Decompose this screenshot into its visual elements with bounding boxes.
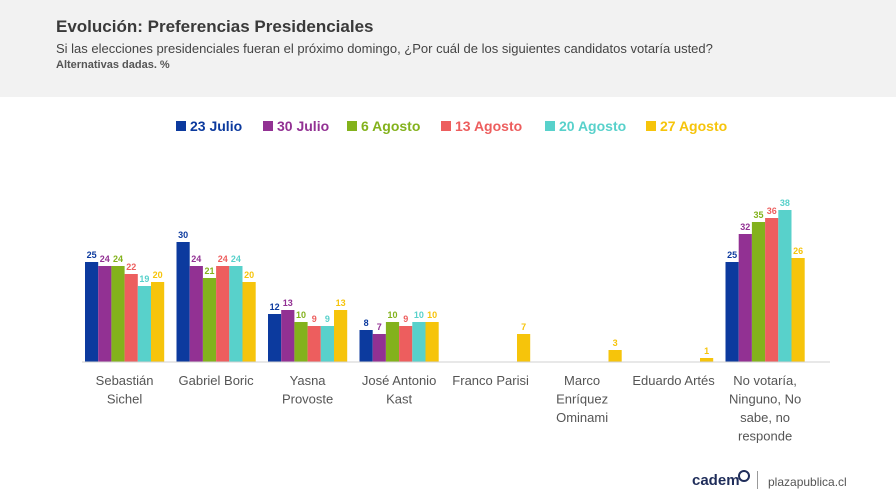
data-label-2-2: 10 bbox=[296, 310, 306, 320]
page-title: Evolución: Preferencias Presidenciales bbox=[56, 17, 374, 36]
data-label-1-2: 21 bbox=[204, 266, 214, 276]
x-tick-labels: Sebastián Sichel Gabriel Boric Yasna Provost… bbox=[96, 373, 802, 444]
bar-2-3 bbox=[307, 326, 321, 362]
data-label-0-5: 20 bbox=[153, 270, 163, 280]
bar-2-4 bbox=[320, 326, 334, 362]
data-label-3-1: 7 bbox=[377, 322, 382, 332]
bar-0-2 bbox=[111, 266, 125, 362]
x-tick-label-6: Eduardo Artés bbox=[632, 373, 715, 388]
data-label-2-1: 13 bbox=[283, 298, 293, 308]
data-label-6-5: 1 bbox=[704, 346, 709, 356]
bar-7-3 bbox=[765, 218, 779, 362]
page-subtitle: Si las elecciones presidenciales fueran … bbox=[56, 41, 713, 56]
bar-2-0 bbox=[268, 314, 282, 362]
bar-4-5 bbox=[517, 334, 531, 362]
footer-divider bbox=[757, 471, 758, 489]
data-label-2-0: 12 bbox=[270, 302, 280, 312]
bar-1-1 bbox=[189, 266, 203, 362]
data-label-3-4: 10 bbox=[414, 310, 424, 320]
legend-label-4: 20 Agosto bbox=[559, 118, 626, 134]
data-label-7-0: 25 bbox=[727, 250, 737, 260]
data-label-1-1: 24 bbox=[191, 254, 201, 264]
data-label-3-5: 10 bbox=[427, 310, 437, 320]
bar-1-4 bbox=[229, 266, 243, 362]
legend-swatch-3 bbox=[441, 121, 451, 131]
data-label-5-5: 3 bbox=[613, 338, 618, 348]
data-label-3-2: 10 bbox=[387, 310, 397, 320]
data-label-1-0: 30 bbox=[178, 230, 188, 240]
legend-label-2: 6 Agosto bbox=[361, 118, 420, 134]
legend-swatch-4 bbox=[545, 121, 555, 131]
x-tick-label-4: Franco Parisi bbox=[452, 373, 529, 388]
data-label-3-0: 8 bbox=[364, 318, 369, 328]
bar-3-3 bbox=[399, 326, 413, 362]
bar-1-0 bbox=[176, 242, 190, 362]
x-tick-label-3: José Antonio Kast bbox=[362, 373, 436, 407]
bar-3-5 bbox=[425, 322, 439, 362]
x-tick-label-7: No votaría, Ninguno, No sabe, no responde bbox=[729, 373, 801, 444]
page-note: Alternativas dadas. % bbox=[56, 59, 170, 71]
data-label-7-2: 35 bbox=[753, 210, 763, 220]
data-label-0-1: 24 bbox=[100, 254, 110, 264]
bar-chart: 23 Julio 30 Julio 6 Agosto 13 Agosto 20 Agos… bbox=[82, 118, 830, 444]
x-tick-label-1: Gabriel Boric bbox=[179, 373, 255, 388]
cadem-logo: cadem bbox=[692, 472, 740, 489]
data-label-0-2: 24 bbox=[113, 254, 123, 264]
bar-2-2 bbox=[294, 322, 308, 362]
legend-swatch-0 bbox=[176, 121, 186, 131]
data-label-3-3: 9 bbox=[403, 314, 408, 324]
bar-1-5 bbox=[242, 282, 256, 362]
bar-0-1 bbox=[98, 266, 112, 362]
bar-2-5 bbox=[334, 310, 348, 362]
bar-7-5 bbox=[791, 258, 805, 362]
bar-3-0 bbox=[359, 330, 373, 362]
legend-swatch-5 bbox=[646, 121, 656, 131]
data-label-7-3: 36 bbox=[767, 206, 777, 216]
x-tick-label-2: Yasna Provoste bbox=[282, 373, 333, 407]
bar-1-2 bbox=[202, 278, 217, 362]
legend-label-3: 13 Agosto bbox=[455, 118, 522, 134]
data-label-7-1: 32 bbox=[740, 222, 750, 232]
data-label-0-0: 25 bbox=[87, 250, 97, 260]
chart-legend: 23 Julio 30 Julio 6 Agosto 13 Agosto 20 Agos… bbox=[176, 118, 727, 134]
legend-swatch-1 bbox=[263, 121, 273, 131]
legend-swatch-2 bbox=[347, 121, 357, 131]
data-label-0-3: 22 bbox=[126, 262, 136, 272]
bar-7-1 bbox=[738, 234, 752, 362]
data-label-0-4: 19 bbox=[139, 274, 149, 284]
legend-label-1: 30 Julio bbox=[277, 118, 329, 134]
data-label-7-5: 26 bbox=[793, 246, 803, 256]
data-label-2-4: 9 bbox=[325, 314, 330, 324]
bar-6-5 bbox=[700, 358, 714, 362]
data-label-1-4: 24 bbox=[231, 254, 241, 264]
bar-7-4 bbox=[778, 210, 792, 362]
data-label-1-3: 24 bbox=[218, 254, 228, 264]
data-label-1-5: 20 bbox=[244, 270, 254, 280]
x-tick-label-0: Sebastián Sichel bbox=[96, 373, 154, 407]
bar-0-5 bbox=[151, 282, 165, 362]
bar-3-1 bbox=[372, 334, 386, 362]
bar-5-5 bbox=[608, 350, 622, 362]
bar-0-0 bbox=[85, 262, 99, 362]
x-tick-label-5: Marco Enríquez Ominami bbox=[556, 373, 608, 425]
bar-7-2 bbox=[751, 222, 766, 362]
footer-site: plazapublica.cl bbox=[768, 475, 847, 489]
bar-3-2 bbox=[385, 322, 400, 362]
legend-label-0: 23 Julio bbox=[190, 118, 242, 134]
data-label-7-4: 38 bbox=[780, 198, 790, 208]
bar-2-1 bbox=[281, 310, 295, 362]
bar-0-3 bbox=[124, 274, 138, 362]
data-label-2-5: 13 bbox=[336, 298, 346, 308]
legend-label-5: 27 Agosto bbox=[660, 118, 727, 134]
bar-0-4 bbox=[137, 286, 151, 362]
data-label-2-3: 9 bbox=[312, 314, 317, 324]
data-label-4-5: 7 bbox=[521, 322, 526, 332]
ring-icon bbox=[738, 470, 750, 482]
bar-7-0 bbox=[725, 262, 739, 362]
bar-1-3 bbox=[216, 266, 230, 362]
header-band: Evolución: Preferencias Presidenciales S… bbox=[0, 0, 896, 97]
bar-3-4 bbox=[412, 322, 426, 362]
